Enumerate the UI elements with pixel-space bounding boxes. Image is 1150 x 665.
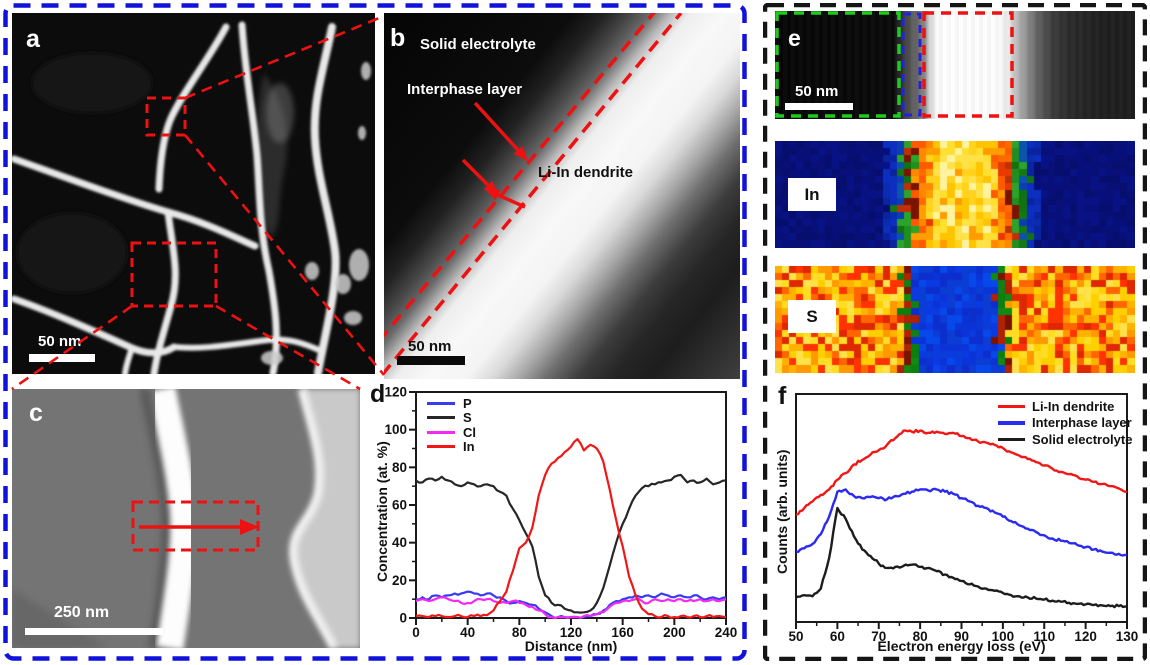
panel-c-label: c (29, 399, 43, 427)
panel-b-label: b (390, 24, 406, 52)
legend-item-S: S (427, 410, 476, 426)
dendrite-network-drawing (12, 13, 375, 374)
legend-label-P: P (463, 395, 472, 411)
legend-label-dendrite: Li-In dendrite (1032, 398, 1115, 414)
panel-a-scalebar-text: 50 nm (38, 333, 82, 350)
interphase-layer-annotation: Interphase layer (407, 81, 523, 98)
legend-swatch-S (427, 416, 455, 420)
in-elemental-map: In (775, 141, 1135, 248)
legend-swatch-interphase (998, 421, 1025, 425)
li-in-dendrite-annotation: Li-In dendrite (538, 164, 633, 181)
legend-swatch-P (427, 401, 455, 405)
panel-d-legend: P S Cl In (427, 396, 476, 454)
legend-item-Cl: Cl (427, 425, 476, 440)
panel-e-scalebar-bar (785, 103, 853, 110)
in-map-label: In (788, 178, 836, 211)
legend-swatch-In (427, 445, 455, 449)
legend-item-electrolyte: Solid electrolyte (998, 431, 1132, 448)
s-map-label: S (788, 300, 836, 333)
line-scan-arrowhead (240, 519, 259, 535)
svg-text:0: 0 (399, 611, 407, 626)
roi-box-dendrite-red (922, 11, 1014, 118)
f-x-axis-title: Electron energy loss (eV) (877, 638, 1046, 654)
svg-text:60: 60 (392, 498, 407, 513)
solid-electrolyte-annotation: Solid electrolyte (420, 36, 536, 53)
legend-item-interphase: Interphase layer (998, 415, 1132, 432)
svg-text:20: 20 (392, 573, 407, 588)
panel-b-scalebar-text: 50 nm (408, 338, 452, 355)
legend-swatch-dendrite (998, 404, 1025, 408)
legend-label-Cl: Cl (463, 424, 476, 440)
panel-d-concentration-chart: d 0 40 80 120 160 200 240 0 20 40 60 80 100 120 P S C… (367, 380, 745, 661)
d-x-axis-title: Distance (nm) (524, 638, 618, 654)
svg-text:120: 120 (384, 385, 407, 400)
s-elemental-map: S (775, 266, 1135, 373)
panel-e-scalebar-text: 50 nm (795, 83, 839, 100)
right-panel-group: e 50 nm In S f 50 60 70 80 90 100 110 120 130 Li… (763, 3, 1147, 661)
legend-item-In: In (427, 439, 476, 455)
panel-c-stem-image: c 250 nm (12, 389, 360, 648)
panel-c-scalebar-text: 250 nm (54, 604, 110, 621)
panel-b-scalebar-bar (397, 356, 465, 365)
legend-label-In: In (463, 439, 475, 455)
panel-b-stem-zoom-image: b Solid electrolyte Interphase layer Li-… (384, 13, 740, 379)
panel-e-label: e (788, 25, 801, 51)
legend-swatch-Cl (427, 430, 455, 434)
panel-e-haadf-strip: e 50 nm (775, 11, 1135, 119)
legend-swatch-electrolyte (998, 437, 1025, 441)
line-scan-region-dashed-box (131, 500, 260, 552)
panel-f-legend: Li-In dendrite Interphase layer Solid el… (998, 398, 1132, 448)
svg-text:80: 80 (392, 460, 407, 475)
panel-c-scalebar-bar (25, 628, 163, 635)
legend-label-interphase: Interphase layer (1032, 415, 1132, 431)
panel-a-label: a (26, 25, 40, 53)
legend-item-P: P (427, 396, 476, 411)
panel-a-stem-image: a 50 nm (12, 13, 375, 374)
legend-label-S: S (463, 410, 472, 426)
roi-box-interphase-blue (901, 12, 922, 117)
svg-text:40: 40 (392, 535, 407, 550)
d-y-axis-title: Concentration (at. %) (374, 441, 390, 583)
panel-a-scalebar-bar (29, 354, 95, 362)
left-panel-group: a 50 nm b Soli (3, 3, 747, 661)
f-y-axis-title: Counts (arb. units) (774, 449, 790, 575)
panel-b-image-gradient (384, 13, 740, 379)
legend-label-electrolyte: Solid electrolyte (1032, 431, 1133, 447)
panel-f-eels-chart: f 50 60 70 80 90 100 110 120 130 Li-In dendrite … (770, 380, 1147, 661)
legend-item-dendrite: Li-In dendrite (998, 398, 1132, 415)
